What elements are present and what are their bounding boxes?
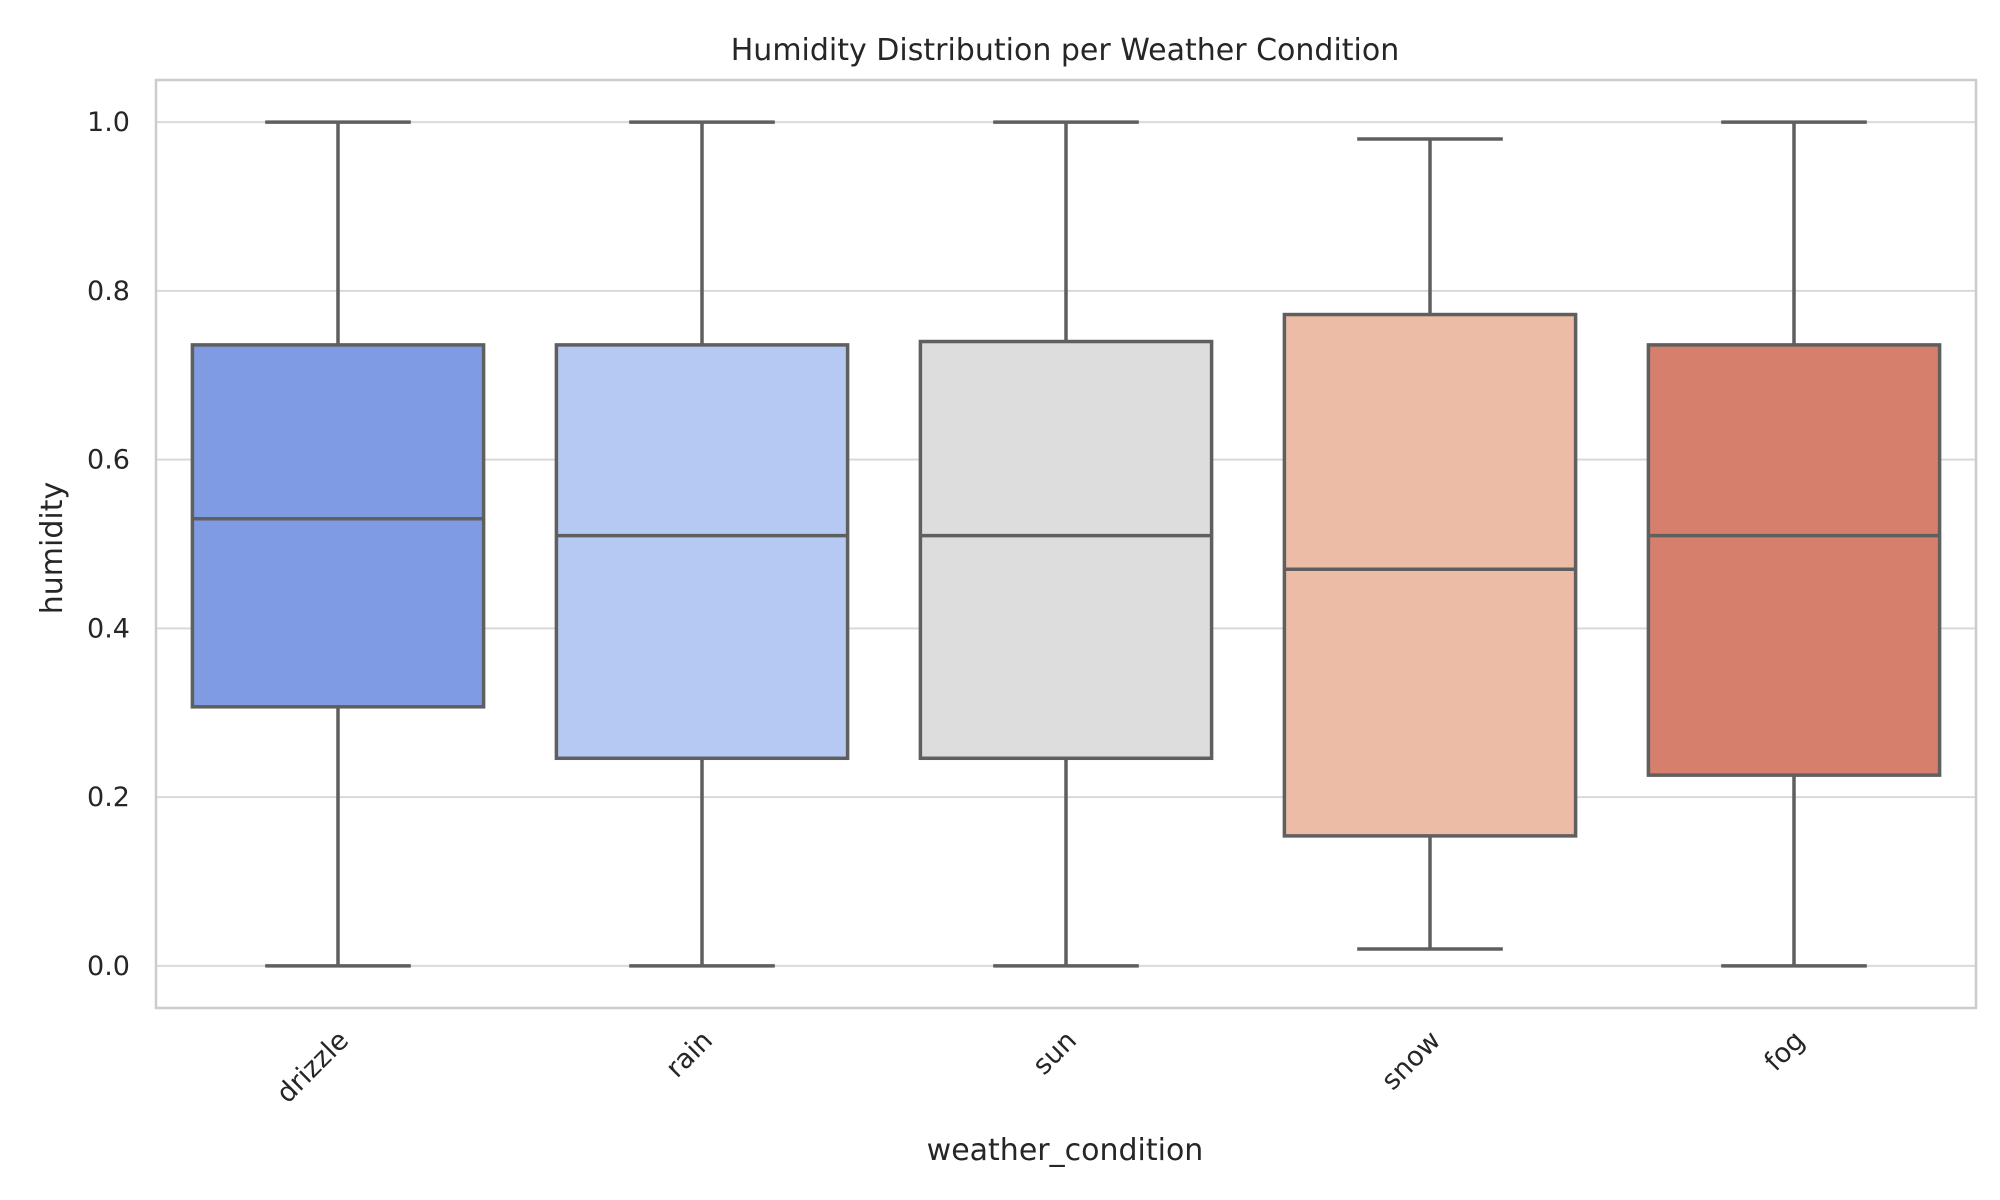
- y-axis-ticks: 0.0 0.2 0.4 0.6 0.8 1.0: [87, 107, 130, 982]
- chart-title: Humidity Distribution per Weather Condit…: [731, 33, 1400, 68]
- iqr-box: [1282, 312, 1578, 838]
- y-tick-label: 0.2: [87, 782, 130, 813]
- plot-area-frame: [154, 78, 1978, 1010]
- iqr-box: [554, 343, 850, 761]
- x-axis-label: weather_condition: [927, 1133, 1204, 1168]
- box-sun: [918, 120, 1214, 968]
- y-axis-label: humidity: [35, 482, 70, 614]
- y-tick-label: 0.4: [87, 613, 130, 644]
- box-plots: [190, 120, 1942, 968]
- box-snow: [1282, 137, 1578, 951]
- y-tick-label: 0.6: [87, 445, 130, 476]
- iqr-box: [1646, 343, 1942, 777]
- box-fog: [1646, 120, 1942, 968]
- box-rain: [554, 120, 850, 968]
- y-tick-label: 1.0: [87, 107, 130, 138]
- y-tick-label: 0.0: [87, 951, 130, 982]
- iqr-box: [918, 339, 1214, 761]
- box-drizzle: [190, 120, 486, 968]
- y-tick-label: 0.8: [87, 276, 130, 307]
- iqr-box: [190, 343, 486, 709]
